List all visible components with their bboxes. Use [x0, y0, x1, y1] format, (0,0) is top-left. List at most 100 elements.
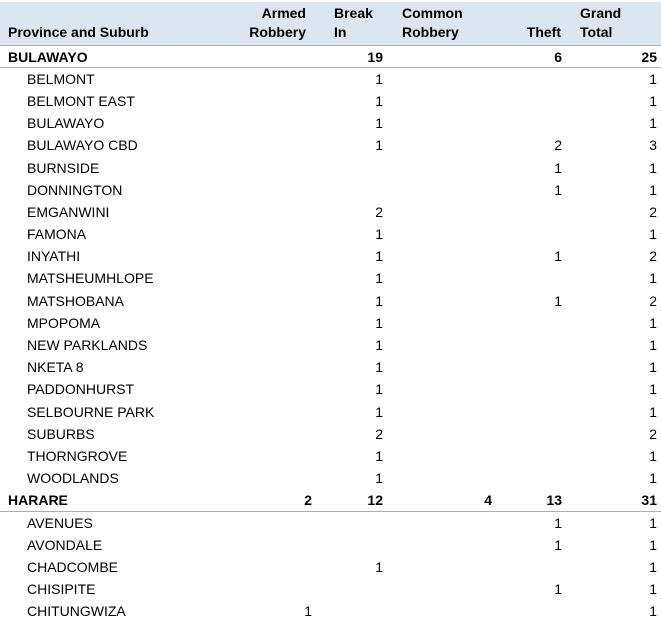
- cell-armed-robbery[interactable]: [205, 356, 318, 378]
- suburb-row[interactable]: MPOPOMA 1 1: [0, 312, 661, 334]
- cell-break-in[interactable]: 1: [375, 314, 383, 331]
- cell-grand-total[interactable]: 1: [649, 270, 657, 287]
- cell-theft[interactable]: 6: [496, 45, 566, 69]
- cell-break-in[interactable]: 2: [375, 425, 383, 442]
- cell-armed-robbery[interactable]: [205, 378, 318, 400]
- cell-common-robbery[interactable]: [388, 401, 496, 423]
- cell-break-in[interactable]: [318, 179, 388, 201]
- cell-grand-total[interactable]: 1: [649, 181, 657, 198]
- cell-theft[interactable]: 2: [554, 137, 562, 154]
- cell-armed-robbery[interactable]: [205, 511, 318, 533]
- cell-common-robbery[interactable]: 4: [388, 489, 496, 512]
- cell-province-and-suburb[interactable]: NKETA 8: [27, 359, 84, 376]
- cell-break-in[interactable]: [318, 600, 388, 622]
- cell-theft[interactable]: 1: [554, 536, 562, 553]
- cell-grand-total[interactable]: 1: [649, 381, 657, 398]
- cell-break-in[interactable]: 1: [375, 470, 383, 487]
- cell-province-and-suburb[interactable]: CHITUNGWIZA: [27, 603, 126, 620]
- cell-break-in[interactable]: 1: [375, 337, 383, 354]
- cell-grand-total[interactable]: 2: [649, 203, 657, 220]
- cell-theft[interactable]: [496, 267, 566, 289]
- cell-province-and-suburb[interactable]: DONNINGTON: [27, 181, 123, 198]
- cell-break-in[interactable]: 1: [375, 558, 383, 575]
- cell-break-in[interactable]: 1: [375, 270, 383, 287]
- cell-common-robbery[interactable]: [388, 445, 496, 467]
- cell-common-robbery[interactable]: [388, 223, 496, 245]
- cell-common-robbery[interactable]: [388, 334, 496, 356]
- suburb-row[interactable]: BULAWAYO CBD 1 2 3: [0, 134, 661, 156]
- cell-common-robbery[interactable]: [388, 556, 496, 578]
- cell-break-in[interactable]: 1: [375, 71, 383, 88]
- cell-province-and-suburb[interactable]: HARARE: [0, 489, 205, 512]
- cell-grand-total[interactable]: 1: [649, 115, 657, 132]
- cell-break-in[interactable]: 1: [375, 447, 383, 464]
- cell-common-robbery[interactable]: [388, 356, 496, 378]
- cell-armed-robbery[interactable]: [205, 223, 318, 245]
- cell-armed-robbery[interactable]: [205, 45, 318, 69]
- cell-theft[interactable]: [496, 445, 566, 467]
- cell-grand-total[interactable]: 1: [649, 314, 657, 331]
- cell-grand-total[interactable]: 2: [649, 292, 657, 309]
- cell-common-robbery[interactable]: [388, 600, 496, 622]
- cell-grand-total[interactable]: 2: [649, 248, 657, 265]
- cell-theft[interactable]: [496, 356, 566, 378]
- suburb-row[interactable]: THORNGROVE 1 1: [0, 445, 661, 467]
- cell-break-in[interactable]: 1: [375, 403, 383, 420]
- cell-theft[interactable]: [496, 378, 566, 400]
- cell-common-robbery[interactable]: [388, 156, 496, 178]
- cell-province-and-suburb[interactable]: BULAWAYO: [27, 115, 105, 132]
- cell-theft[interactable]: 1: [554, 181, 562, 198]
- suburb-row[interactable]: BELMONT EAST 1 1: [0, 90, 661, 112]
- cell-theft[interactable]: 1: [554, 248, 562, 265]
- cell-break-in[interactable]: [318, 511, 388, 533]
- suburb-row[interactable]: MATSHEUMHLOPE 1 1: [0, 267, 661, 289]
- column-header-theft[interactable]: Theft: [496, 2, 566, 46]
- cell-break-in[interactable]: 1: [375, 137, 383, 154]
- cell-theft[interactable]: [496, 312, 566, 334]
- suburb-row[interactable]: BURNSIDE 1 1: [0, 156, 661, 178]
- cell-break-in[interactable]: 1: [375, 359, 383, 376]
- suburb-row[interactable]: WOODLANDS 1 1: [0, 467, 661, 489]
- cell-grand-total[interactable]: 1: [649, 603, 657, 620]
- cell-province-and-suburb[interactable]: EMGANWINI: [27, 203, 110, 220]
- cell-break-in[interactable]: 1: [375, 115, 383, 132]
- cell-break-in[interactable]: 1: [375, 381, 383, 398]
- cell-grand-total[interactable]: 1: [649, 359, 657, 376]
- cell-grand-total[interactable]: 1: [649, 470, 657, 487]
- cell-theft[interactable]: 13: [496, 489, 566, 512]
- cell-common-robbery[interactable]: [388, 511, 496, 533]
- cell-theft[interactable]: [496, 334, 566, 356]
- cell-common-robbery[interactable]: [388, 267, 496, 289]
- cell-grand-total[interactable]: 1: [649, 447, 657, 464]
- suburb-row[interactable]: CHISIPITE 1 1: [0, 578, 661, 600]
- cell-armed-robbery[interactable]: [205, 334, 318, 356]
- cell-common-robbery[interactable]: [388, 578, 496, 600]
- column-header-break-in[interactable]: Break In: [318, 2, 388, 46]
- cell-armed-robbery[interactable]: [205, 245, 318, 267]
- suburb-row[interactable]: EMGANWINI 2 2: [0, 201, 661, 223]
- cell-common-robbery[interactable]: [388, 179, 496, 201]
- cell-theft[interactable]: [496, 223, 566, 245]
- cell-break-in[interactable]: 2: [375, 203, 383, 220]
- cell-common-robbery[interactable]: [388, 68, 496, 90]
- cell-province-and-suburb[interactable]: THORNGROVE: [27, 447, 128, 464]
- cell-break-in[interactable]: [318, 578, 388, 600]
- cell-province-and-suburb[interactable]: CHADCOMBE: [27, 558, 119, 575]
- cell-common-robbery[interactable]: [388, 90, 496, 112]
- cell-theft[interactable]: [496, 401, 566, 423]
- cell-grand-total[interactable]: 25: [566, 45, 661, 69]
- cell-common-robbery[interactable]: [388, 467, 496, 489]
- cell-province-and-suburb[interactable]: PADDONHURST: [27, 381, 135, 398]
- cell-grand-total[interactable]: 1: [649, 71, 657, 88]
- cell-province-and-suburb[interactable]: SELBOURNE PARK: [27, 403, 155, 420]
- cell-break-in[interactable]: 19: [318, 45, 388, 69]
- cell-grand-total[interactable]: 1: [649, 403, 657, 420]
- province-row[interactable]: HARARE 2 12 4 13 31: [0, 489, 661, 512]
- cell-province-and-suburb[interactable]: BULAWAYO: [0, 45, 205, 69]
- cell-theft[interactable]: [496, 423, 566, 445]
- cell-province-and-suburb[interactable]: AVONDALE: [27, 536, 103, 553]
- suburb-row[interactable]: SELBOURNE PARK 1 1: [0, 401, 661, 423]
- cell-theft[interactable]: [496, 112, 566, 134]
- cell-grand-total[interactable]: 31: [566, 489, 661, 512]
- cell-armed-robbery[interactable]: 2: [205, 489, 318, 512]
